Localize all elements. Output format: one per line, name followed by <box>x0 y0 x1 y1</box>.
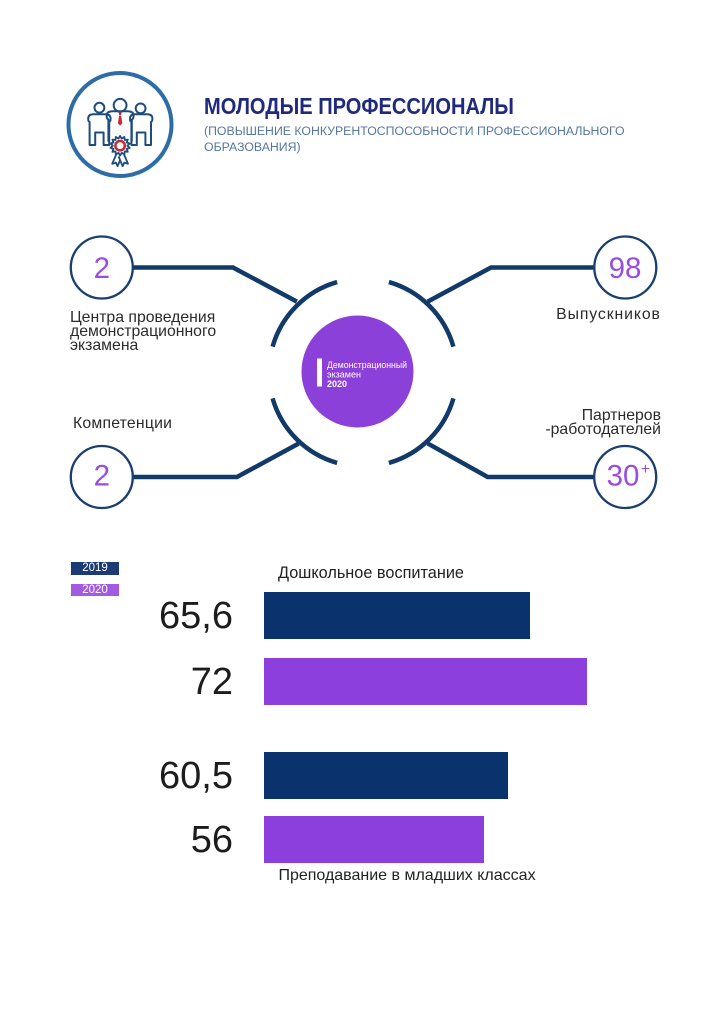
svg-text:экзамен: экзамен <box>327 370 361 380</box>
svg-text:+: + <box>641 461 650 478</box>
svg-text:98: 98 <box>609 252 642 285</box>
svg-text:2: 2 <box>94 460 110 493</box>
svg-text:2020: 2020 <box>327 379 347 389</box>
svg-text:30: 30 <box>607 460 640 493</box>
svg-text:Демонстрационный: Демонстрационный <box>327 360 407 370</box>
svg-text:2: 2 <box>94 252 110 285</box>
